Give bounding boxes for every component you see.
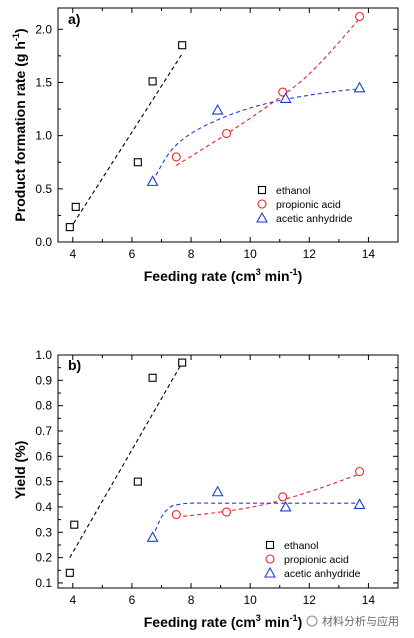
legend-marker [265,554,275,564]
data-point [211,485,224,497]
y-tick-label: 0.5 [35,182,52,196]
x-tick-label: 14 [362,247,376,261]
data-point [279,92,292,103]
data-point [178,41,187,50]
y-tick-label: 0.3 [35,525,52,539]
legend-label: propionic acid [284,554,349,566]
panel-a-ylabel: Product formation rate (g h-1) [11,28,28,221]
watermark: 材料分析与应用 [306,614,399,628]
data-point [171,510,181,520]
y-tick-label: 1.0 [35,348,52,362]
panel-a-markers [65,11,366,232]
watermark-icon [306,615,318,627]
y-tick-label: 1.0 [35,129,52,143]
panel-a-fit-lines [69,18,361,230]
y-tick-label: 0.9 [35,373,52,387]
data-point [278,492,288,502]
fit-line [152,88,360,182]
panel-b-label: b) [68,357,81,373]
x-tick-label: 6 [129,247,136,261]
y-tick-label: 2.0 [35,22,52,36]
fit-line [152,502,360,538]
legend-marker [256,211,268,223]
fit-line [176,473,360,518]
legend-marker [264,566,276,578]
y-tick-label: 0.7 [35,424,52,438]
data-point [146,175,159,186]
data-point [148,77,157,86]
x-tick-label: 4 [69,247,76,261]
panel-b-fit-lines [69,362,360,558]
data-point [355,466,365,477]
legend-label: ethanol [284,540,318,552]
data-point [353,81,366,93]
data-point [211,103,224,115]
legend-label: propionic acid [276,199,341,211]
y-tick-label: 0.6 [35,449,52,463]
fit-line [69,53,183,230]
x-tick-label: 12 [303,247,317,261]
x-tick-label: 12 [303,593,317,607]
x-tick-label: 4 [69,593,76,607]
data-point [221,128,232,139]
x-tick-label: 10 [243,593,257,607]
x-tick-label: 8 [188,593,195,607]
panel-b: 4 6 8 10 12 140.10.20.30.40.50.60.70.80.91.0 … [12,348,399,630]
x-tick-label: 8 [188,247,195,261]
panel-a-ticks: 4 6 8 10 12 14 0.0 0.5 1.0 1.5 2.0 [35,8,398,261]
data-point [133,477,142,486]
data-point [178,358,187,367]
legend-marker [257,199,267,209]
legend-marker [257,185,267,195]
watermark-text: 材料分析与应用 [322,614,399,628]
panel-a-xlabel: Feeding rate (cm3 min-1) [144,267,303,284]
panel-a-legend: ethanol propionic acid acetic anhydride [256,185,353,225]
x-tick-label: 10 [243,247,257,261]
panel-b-ylabel: Yield (%) [12,441,28,500]
panel-a-frame [57,7,399,243]
data-point [171,152,181,162]
panel-a: 4 6 8 10 12 14 0.0 0.5 1.0 1.5 2.0 ethanol propioni… [11,7,399,284]
y-tick-label: 0.8 [35,399,52,413]
data-point [221,507,232,517]
x-tick-label: 14 [362,593,376,607]
data-point [353,498,366,509]
panel-b-markers [65,358,366,577]
panel-b-ticks: 4 6 8 10 12 14 0.1 0.2 0.3 0.4 0.5 0.6 0.7 0.8 0.9 1.0 [35,348,398,607]
panel-b-xlabel: Feeding rate (cm3 min-1) [144,613,303,630]
data-point [70,520,79,529]
data-point [279,500,292,512]
data-point [65,223,74,232]
data-point [146,531,159,542]
data-point [65,568,74,577]
panel-b-frame [57,354,399,589]
y-tick-label: 0.2 [35,551,52,565]
fit-line [176,18,361,166]
y-tick-label: 0.0 [35,235,52,249]
data-point [133,158,142,167]
panel-a-label: a) [68,11,80,27]
legend-marker [265,540,275,550]
legend-label: acetic anhydride [284,568,361,580]
y-tick-label: 0.4 [35,500,52,514]
fit-line [69,362,183,558]
data-point [355,11,365,22]
data-point [71,202,80,211]
legend-label: acetic anhydride [276,213,353,225]
y-tick-label: 1.5 [35,75,52,89]
legend-label: ethanol [276,185,310,197]
x-tick-label: 6 [129,593,136,607]
panel-b-legend: ethanol propionic acid acetic anhydride [264,540,361,580]
y-tick-label: 0.5 [35,475,52,489]
y-tick-label: 0.1 [35,576,52,590]
data-point [148,373,157,382]
